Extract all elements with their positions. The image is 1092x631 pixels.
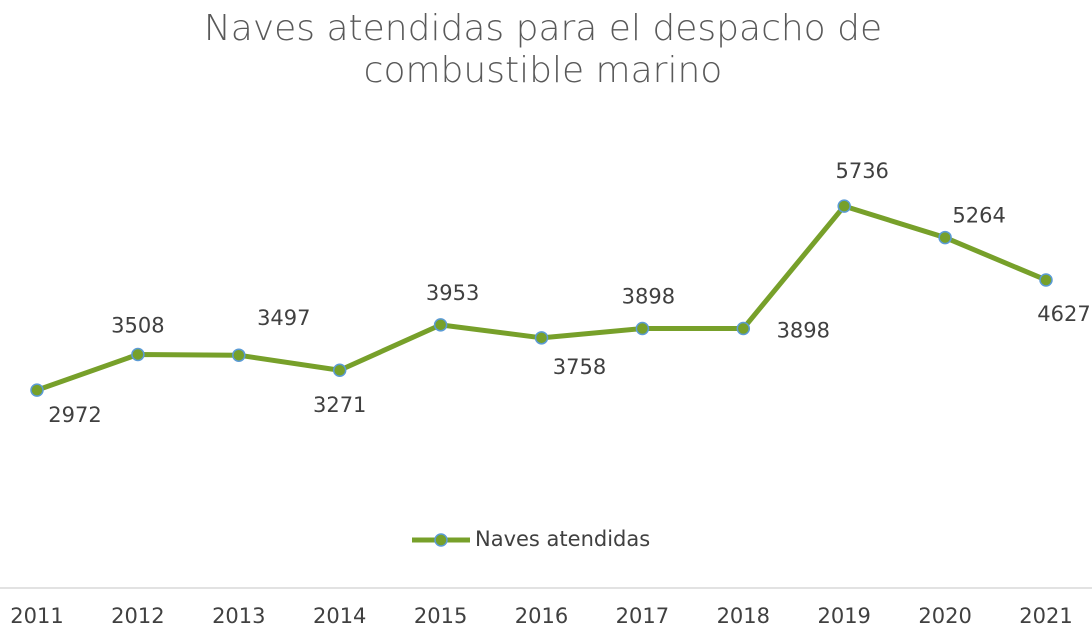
x-tick-label: 2018 [717, 604, 770, 628]
x-tick-label: 2017 [616, 604, 669, 628]
marker [736, 321, 751, 336]
data-label: 5736 [835, 159, 888, 183]
data-label: 3758 [553, 355, 606, 379]
data-label: 2972 [48, 403, 101, 427]
chart-title: combustible marino [364, 50, 723, 91]
data-label: 3497 [257, 306, 310, 330]
x-tick-label: 2015 [414, 604, 467, 628]
legend-label: Naves atendidas [475, 527, 650, 551]
marker [635, 321, 650, 336]
data-label: 3898 [777, 319, 830, 343]
x-tick-label: 2012 [111, 604, 164, 628]
marker [837, 199, 851, 213]
x-tick-label: 2019 [817, 604, 870, 628]
x-tick-label: 2014 [313, 604, 366, 628]
marker [30, 383, 44, 397]
marker [1039, 273, 1053, 287]
x-tick-label: 2020 [918, 604, 971, 628]
marker [938, 230, 952, 245]
marker [332, 363, 347, 377]
x-tick-label: 2013 [212, 604, 265, 628]
data-label: 3271 [313, 393, 366, 417]
legend-marker [434, 533, 448, 547]
data-label: 3953 [426, 281, 479, 305]
data-label: 4627 [1037, 302, 1090, 326]
data-label: 3508 [111, 313, 164, 337]
marker [232, 348, 246, 362]
chart-title: Naves atendidas para el despacho de [204, 8, 882, 49]
x-tick-label: 2016 [515, 604, 568, 628]
marker [534, 331, 549, 345]
marker [131, 347, 145, 362]
x-tick-label: 2011 [10, 604, 63, 628]
data-label: 3898 [622, 285, 675, 309]
x-tick-label: 2021 [1019, 604, 1072, 628]
marker [433, 318, 448, 332]
data-label: 5264 [952, 204, 1005, 228]
